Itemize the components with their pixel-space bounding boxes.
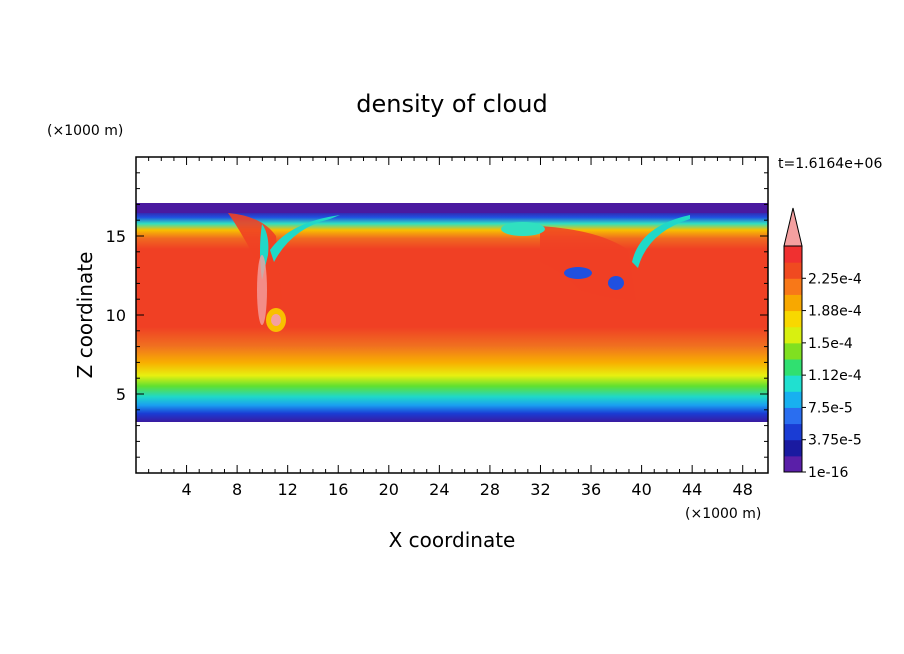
x-tick-label: 32 bbox=[530, 480, 550, 499]
core-max-1 bbox=[257, 255, 267, 325]
colorbar-swatch bbox=[784, 423, 802, 441]
x-tick-label: 8 bbox=[232, 480, 242, 499]
colorbar-swatch bbox=[784, 278, 802, 295]
core-max-2 bbox=[271, 314, 281, 326]
cloud-pocket-3 bbox=[608, 276, 624, 290]
chart-title: density of cloud bbox=[356, 90, 547, 118]
x-tick-label: 20 bbox=[379, 480, 399, 499]
density-field bbox=[136, 157, 768, 473]
colorbar-swatch bbox=[784, 375, 802, 392]
left-tower-edge bbox=[270, 215, 340, 262]
colorbar-label: 1e-16 bbox=[808, 465, 848, 481]
colorbar-label: 7.5e-5 bbox=[808, 400, 853, 416]
colorbar-swatch bbox=[784, 294, 802, 312]
y-tick-label: 10 bbox=[106, 306, 126, 325]
x-axis-label: X coordinate bbox=[389, 528, 516, 552]
y-unit-label: (×1000 m) bbox=[47, 123, 123, 139]
colorbar-label: 2.25e-4 bbox=[808, 271, 862, 287]
y-axis-label: Z coordinate bbox=[73, 252, 97, 379]
x-tick-label: 44 bbox=[682, 480, 702, 499]
colorbar-swatch bbox=[784, 262, 802, 279]
x-tick-label: 4 bbox=[181, 480, 191, 499]
x-tick-label: 12 bbox=[278, 480, 298, 499]
colorbar-label: 1.12e-4 bbox=[808, 368, 862, 384]
colorbar-frame bbox=[783, 245, 803, 473]
x-tick-label: 24 bbox=[429, 480, 449, 499]
colorbar-extend-arrow bbox=[783, 207, 803, 247]
colorbar-swatch bbox=[784, 407, 802, 425]
x-axis: 4 8 12 16 20 24 28 32 36 40 44 48 bbox=[148, 157, 756, 499]
colorbar-swatch bbox=[784, 342, 802, 360]
colorbar-label: 1.5e-4 bbox=[808, 336, 853, 352]
cloud-pocket-1 bbox=[501, 222, 545, 236]
colorbar-swatch bbox=[784, 439, 802, 457]
x-tick-label: 36 bbox=[581, 480, 601, 499]
time-label: t=1.6164e+06 bbox=[778, 156, 882, 172]
colorbar-swatch bbox=[784, 359, 802, 376]
x-tick-label: 16 bbox=[328, 480, 348, 499]
colorbar-label: 1.88e-4 bbox=[808, 304, 862, 320]
x-unit-label: (×1000 m) bbox=[685, 506, 761, 522]
colorbar-swatch bbox=[784, 455, 802, 473]
downdraft-left bbox=[228, 213, 282, 323]
y-axis: 5 10 15 bbox=[106, 172, 768, 458]
y-tick-label: 5 bbox=[116, 385, 126, 404]
right-tower-edge bbox=[632, 215, 690, 268]
colorbar-swatch bbox=[784, 310, 802, 328]
x-tick-label: 40 bbox=[631, 480, 651, 499]
colorbar-swatch bbox=[784, 326, 802, 344]
x-tick-label: 28 bbox=[480, 480, 500, 499]
cloud-top-edge bbox=[136, 203, 768, 213]
x-tick-label: 48 bbox=[733, 480, 753, 499]
cloud-layer bbox=[136, 211, 768, 422]
colorbar-swatch bbox=[784, 246, 802, 263]
y-tick-label: 15 bbox=[106, 227, 126, 246]
cloud-pocket-2 bbox=[564, 267, 592, 279]
colorbar-swatch bbox=[784, 391, 802, 408]
colorbar: 1e-16 3.75e-5 7.5e-5 1.12e-4 1.5e-4 1.88e-4 2.… bbox=[783, 207, 862, 481]
colorbar-label: 3.75e-5 bbox=[808, 433, 862, 449]
